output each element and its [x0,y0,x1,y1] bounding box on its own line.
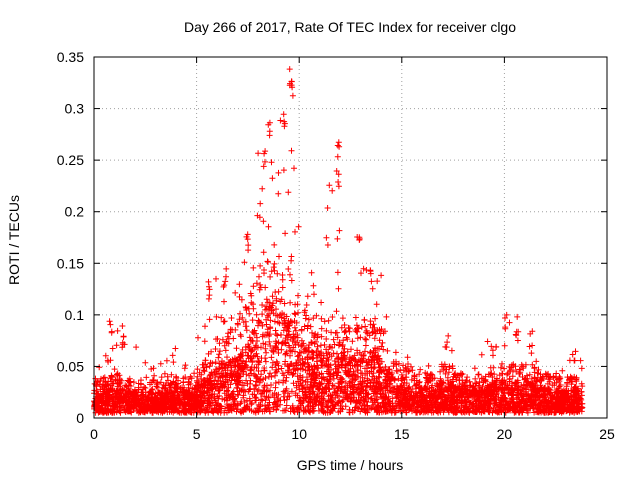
x-axis-label: GPS time / hours [297,457,404,473]
x-tick-label: 15 [394,426,410,442]
y-tick-label: 0 [76,410,84,426]
axis-ticks: 0 5 10 15 20 25 0 0.05 0.1 0.15 0.2 0.25 0.3 0.35 [57,49,615,442]
y-axis-label: ROTI / TECUs [6,195,22,285]
y-tick-label: 0.15 [57,255,84,271]
y-tick-label: 0.05 [57,358,84,374]
chart-title: Day 266 of 2017, Rate Of TEC Index for r… [184,19,516,35]
x-tick-label: 5 [193,426,201,442]
y-tick-label: 0.25 [57,152,84,168]
x-tick-label: 10 [291,426,307,442]
grid-lines [94,57,607,418]
x-tick-label: 25 [599,426,615,442]
data-points [91,66,586,416]
x-tick-label: 20 [497,426,513,442]
y-tick-label: 0.1 [65,307,85,323]
y-tick-label: 0.3 [65,101,85,117]
roti-points [91,66,586,416]
plot-frame [93,56,608,419]
x-tick-label: 0 [90,426,98,442]
y-tick-label: 0.35 [57,49,84,65]
y-tick-label: 0.2 [65,204,85,220]
